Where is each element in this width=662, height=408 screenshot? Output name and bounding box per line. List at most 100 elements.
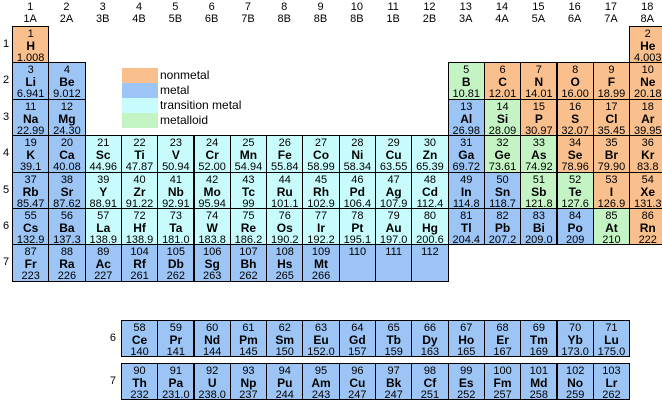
atomic-mass: 259 [565,389,585,401]
atomic-mass: 258 [529,389,549,401]
atomic-number: 64 [351,322,364,334]
element-symbol: Se [567,148,583,163]
series-period-label: 7 [109,375,116,387]
atomic-mass: 145 [239,346,258,358]
element-cell: 1 H 1.008 [12,26,50,64]
element-symbol: Pb [494,221,511,235]
element-cell: 50 Sn 118.7 [483,171,522,209]
element-cell: 80 Hg 200.6 [411,208,449,246]
atomic-number: 58 [133,322,146,334]
atomic-number: 109 [311,246,331,259]
element-cell: 22 Ti 47.87 [120,135,159,173]
element-cell: 5 B 10.81 [447,62,485,100]
atomic-number: 62 [278,322,291,334]
atomic-mass: 226 [57,270,77,282]
element-cell: 63 Eu 152.0 [302,320,340,358]
element-symbol: Cl [605,111,618,126]
element-cell: 37 Rb 85.47 [12,171,50,209]
atomic-number: 75 [242,210,255,222]
atomic-mass: 54.94 [234,161,263,173]
element-symbol: Ta [169,221,183,235]
atomic-mass: 16.00 [561,88,589,100]
period-label: 7 [2,256,10,269]
element-cell: 17 Cl 35.45 [592,98,631,137]
atomic-mass: 138.9 [89,234,117,246]
element-symbol: Cd [421,184,438,199]
element-symbol: Mt [314,257,329,272]
atomic-number: 42 [206,173,219,186]
element-cell: 57 La 138.9 [84,208,122,246]
atomic-number: 96 [351,365,364,377]
atomic-number: 17 [605,100,618,113]
element-cell: 76 Os 190.2 [266,208,304,246]
element-symbol: Li [25,75,36,90]
atomic-number: 99 [460,365,473,377]
element-symbol: Yb [567,333,583,347]
atomic-mass: 118.7 [489,197,516,209]
atomic-mass: 251 [420,389,440,401]
element-symbol: No [567,376,584,390]
legend-swatch [122,68,158,83]
atomic-number: 25 [242,137,255,150]
atomic-number: 59 [169,322,182,334]
atomic-mass: 175.0 [597,346,626,358]
element-cell: 55 Cs 132.9 [12,208,50,246]
atomic-mass: 231.0 [162,389,190,401]
atomic-mass: 30.97 [525,124,553,137]
atomic-mass: 35.45 [597,124,626,137]
atomic-number: 39 [97,173,110,186]
atomic-mass: 227 [94,270,113,282]
group-number: 3 [99,1,106,13]
element-cell: 42 Mo 95.94 [193,171,231,209]
atomic-number: 100 [493,365,512,377]
element-cell: 11 Na 22.99 [12,98,50,137]
atomic-mass: 237 [239,389,258,401]
element-symbol: Nb [167,184,184,199]
atomic-mass: 165 [457,346,476,358]
atomic-number: 85 [605,210,618,222]
element-symbol: Nd [204,333,221,347]
atomic-number: 13 [460,100,473,113]
atomic-number: 84 [569,210,582,222]
element-symbol: Cf [423,376,437,390]
atomic-mass: 262 [602,389,621,401]
group-number: 18 [641,1,654,13]
atomic-number: 43 [242,173,255,186]
element-symbol: Dy [422,333,438,347]
atomic-mass: 152.0 [307,346,335,358]
element-symbol: H [26,39,35,53]
element-cell: 20 Ca 40.08 [48,135,86,173]
group-number: 4 [135,1,143,13]
group-number: 16 [568,1,581,13]
element-symbol: Sn [494,184,511,199]
atomic-mass: 263 [202,270,222,282]
group-label: 6A [567,13,582,25]
atomic-mass: 232 [130,389,149,401]
element-cell: 100 Fm 257 [483,363,522,401]
period-label: 1 [2,38,10,50]
element-cell: 92 U 238.0 [193,363,231,401]
element-cell: 94 Pu 244 [266,363,304,401]
element-symbol: Bh [240,257,257,272]
element-cell: 61 Pm 145 [229,320,268,358]
atomic-number: 1 [27,28,34,40]
element-cell: 51 Sb 121.8 [520,171,558,209]
element-symbol: Fm [493,376,512,390]
atomic-mass: 107.9 [379,197,408,209]
element-symbol: V [171,148,180,163]
element-symbol: Os [276,221,293,235]
element-symbol: I [609,184,614,199]
element-cell: 13 Al 26.98 [447,98,485,137]
atomic-mass: 262 [239,270,258,282]
atomic-number: 86 [641,210,654,222]
atomic-mass: 197.0 [379,234,408,246]
atomic-number: 27 [314,137,328,150]
element-symbol: Fr [24,257,37,272]
atomic-number: 65 [387,322,400,334]
element-cell: 105 Db 262 [157,244,195,282]
atomic-number: 11 [24,100,37,113]
element-symbol: Ra [59,257,75,272]
atomic-number: 29 [387,137,400,150]
element-symbol: Hf [133,221,146,235]
element-symbol: Ac [95,257,111,272]
